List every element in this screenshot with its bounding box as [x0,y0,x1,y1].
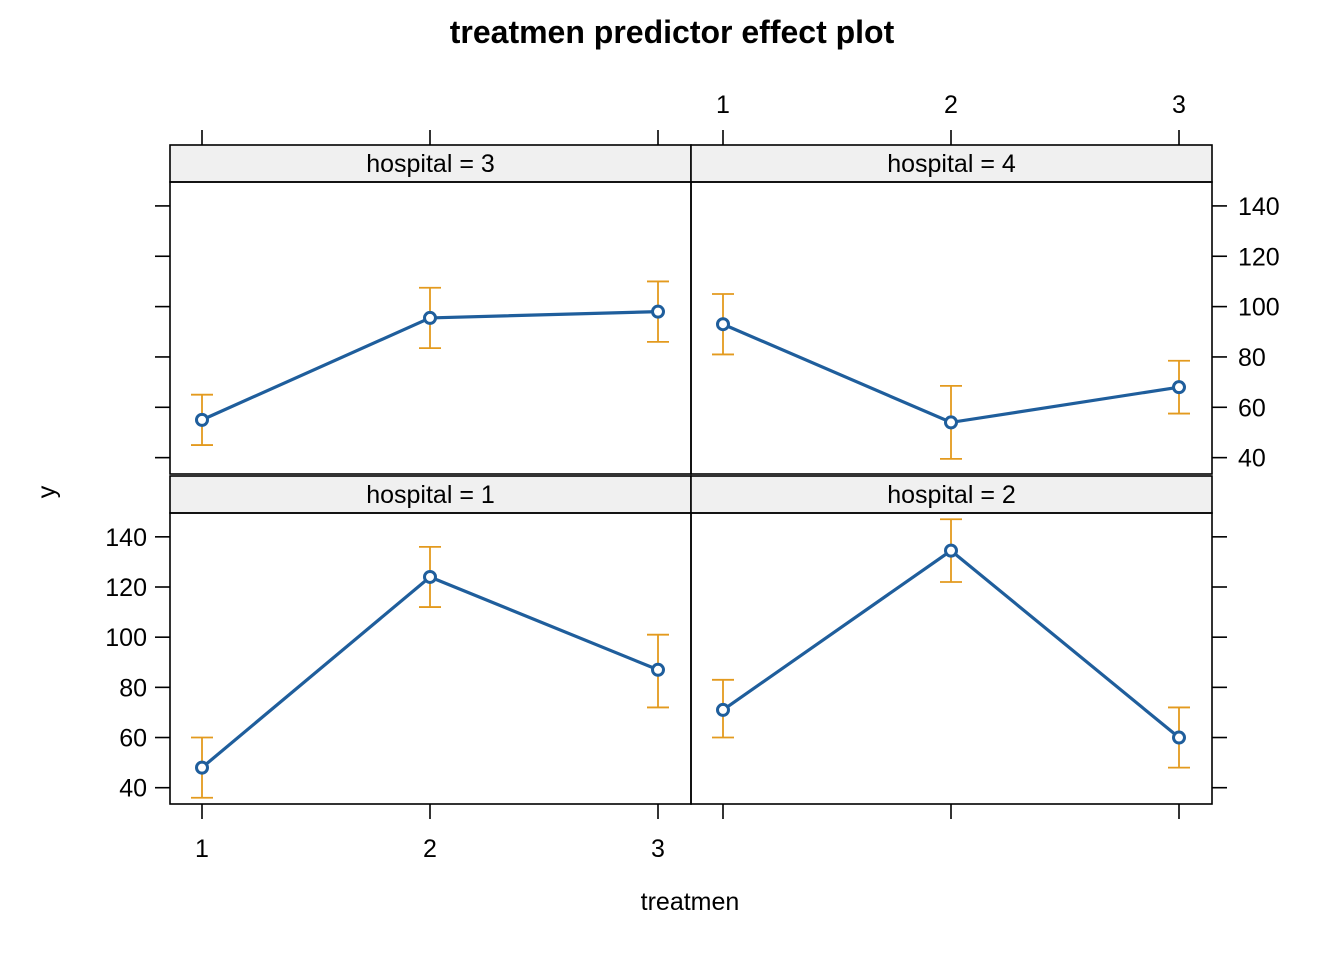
y-tick-label: 60 [1238,394,1266,422]
panel-strip-label: hospital = 1 [366,481,495,509]
x-tick-label: 2 [944,91,958,119]
panel-strip-label: hospital = 3 [366,150,495,178]
fit-point [1172,380,1186,395]
y-tick-label: 40 [1238,445,1266,473]
fit-point [195,412,209,427]
panel-strip [169,475,692,514]
fit-point [944,415,958,430]
panel-frame [690,181,1213,475]
y-tick-label: 120 [105,574,147,602]
panel-4: hospital = 4 [690,144,1213,475]
panel-1: hospital = 1 [169,475,692,805]
fit-point [716,317,730,332]
panel-3: hospital = 3 [169,144,692,475]
fit-point [1172,730,1186,745]
x-tick-label: 2 [423,835,437,863]
x-tick-label: 1 [195,835,209,863]
panel-strip-label: hospital = 4 [887,150,1016,178]
x-axis-label: treatmen [641,888,740,916]
y-tick-label: 140 [1238,193,1280,221]
panel-2: hospital = 2 [690,475,1213,805]
panels-group: hospital = 1 hospital = 2 hospital = 3 hosp… [105,91,1279,863]
y-tick-label: 100 [105,624,147,652]
panel-strip [690,144,1213,183]
fit-point [944,543,958,558]
fit-point [423,569,437,584]
x-tick-label: 3 [1172,91,1186,119]
y-tick-label: 80 [1238,344,1266,372]
y-tick-label: 140 [105,524,147,552]
y-axis-label: y [33,485,61,498]
y-tick-label: 40 [119,775,147,803]
y-tick-label: 120 [1238,243,1280,271]
panel-strip [690,475,1213,514]
y-tick-label: 60 [119,725,147,753]
chart-title: treatmen predictor effect plot [450,14,895,50]
y-tick-label: 100 [1238,294,1280,322]
fit-point [716,702,730,717]
fit-point [195,760,209,775]
x-tick-label: 1 [716,91,730,119]
fit-point [651,662,665,677]
fit-point [423,310,437,325]
x-tick-label: 3 [651,835,665,863]
axes: 40 60 80 100 120 140 40 60 80 100 120 140 1 2 3 1 2 3 [105,91,1279,863]
y-tick-label: 80 [119,674,147,702]
panel-strip-label: hospital = 2 [887,481,1016,509]
fit-point [651,304,665,319]
